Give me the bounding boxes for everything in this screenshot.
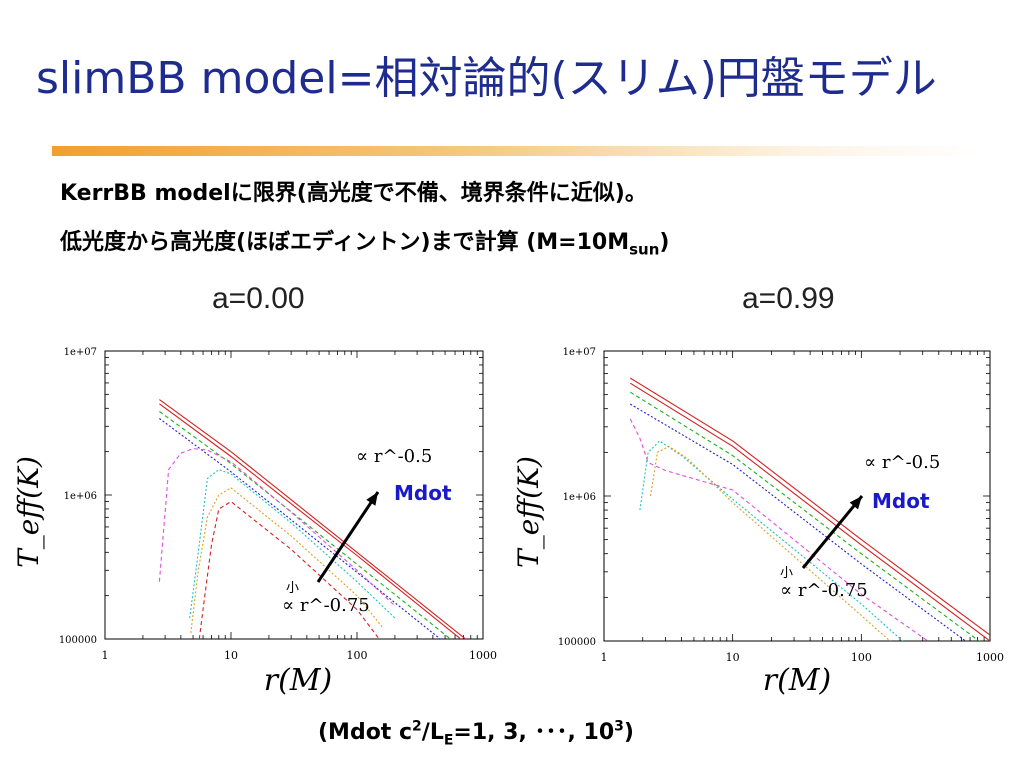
footer-end: ) [623, 720, 634, 745]
x-tick-label: 1 [601, 651, 608, 664]
series-group [158, 399, 467, 639]
intro-line-1: KerrBB modelに限界(高光度で不備、境界条件に近似)。 [60, 181, 647, 206]
x-tick-label: 10 [726, 651, 740, 664]
x-tick-label: 1000 [976, 651, 1004, 664]
series-line [158, 448, 396, 607]
intro-line-2: 低光度から高光度(ほぼエディントン)まで計算 (M=10Msun) [60, 224, 669, 258]
annotation-r-0.75: ∝ r^-0.75 [282, 595, 370, 616]
x-tick-label: 100 [347, 649, 368, 662]
annotation-r-0.5: ∝ r^-0.5 [864, 452, 940, 473]
slide-title: slimBB model=相対論的(スリム)円盤モデル [36, 53, 937, 104]
y-tick-label: 100000 [558, 637, 596, 648]
series-line [629, 418, 929, 641]
x-tick-label: 10 [224, 649, 238, 662]
y-tick-label: 100000 [59, 635, 97, 646]
footer-post: =1, 3, ･･･, 10 [453, 720, 615, 745]
y-tick-label: 1e+07 [563, 347, 596, 358]
mdot-arrow [801, 495, 864, 569]
series-line [630, 382, 990, 641]
small-label: 小 [286, 581, 299, 596]
intro-line-2-end: ) [659, 230, 670, 255]
y-tick-label: 1e+07 [64, 347, 97, 358]
mdot-arrow-head [849, 496, 862, 510]
series-line [159, 403, 462, 639]
series-line [190, 487, 384, 634]
chart-panel-1: 1 10 100 1000 100000 1e+06 1e+07 r(M) T_eff(K) ∝ … [512, 347, 1004, 698]
x-tick-label: 100 [851, 651, 872, 664]
x-axis-label: r(M) [763, 663, 831, 698]
y-axis-label: T_eff(K) [512, 456, 545, 568]
annotation-r-0.5: ∝ r^-0.5 [356, 446, 432, 467]
series-line [189, 468, 396, 619]
x-axis-label: r(M) [264, 663, 332, 698]
chart-panel-0: 1 10 100 1000 100000 1e+06 1e+07 r(M) T_eff(K) ∝ … [12, 347, 497, 698]
series-group [629, 377, 990, 641]
footer-sup-2: 3 [614, 718, 624, 735]
mdot-arrow-head [366, 492, 378, 506]
x-tick-label: 1 [102, 649, 109, 662]
series-line [649, 445, 891, 641]
series-line [159, 411, 452, 639]
y-tick-label: 1e+06 [64, 491, 97, 502]
y-axis-label: T_eff(K) [12, 456, 45, 568]
small-label: 小 [780, 566, 793, 581]
panel-title-a0: a=0.00 [212, 282, 305, 315]
annotation-r-0.75: ∝ r^-0.75 [780, 580, 868, 601]
series-line [639, 440, 904, 641]
mdot-label: Mdot [872, 489, 930, 513]
panel-title-a99: a=0.99 [742, 282, 835, 315]
series-line [630, 391, 980, 641]
footer-mid: /L [421, 720, 444, 745]
footer-note: (Mdot c2/LE=1, 3, ･･･, 103) [318, 714, 634, 749]
footer-sub: E [443, 732, 454, 749]
intro-line-2-main: 低光度から高光度(ほぼエディントン)まで計算 (M=10M [60, 230, 630, 255]
x-tick-label: 1000 [469, 649, 497, 662]
intro-line-2-subscript: sun [629, 240, 660, 259]
series-line [630, 403, 967, 641]
title-underline [52, 146, 982, 156]
series-line [198, 500, 380, 639]
mdot-label: Mdot [394, 481, 452, 505]
series-line [159, 418, 442, 639]
y-tick-label: 1e+06 [563, 492, 596, 503]
mdot-arrow [316, 491, 380, 583]
footer-sup-1: 2 [412, 718, 422, 735]
series-line [630, 377, 990, 636]
footer-pre: (Mdot c [318, 720, 413, 745]
series-line [159, 399, 467, 639]
